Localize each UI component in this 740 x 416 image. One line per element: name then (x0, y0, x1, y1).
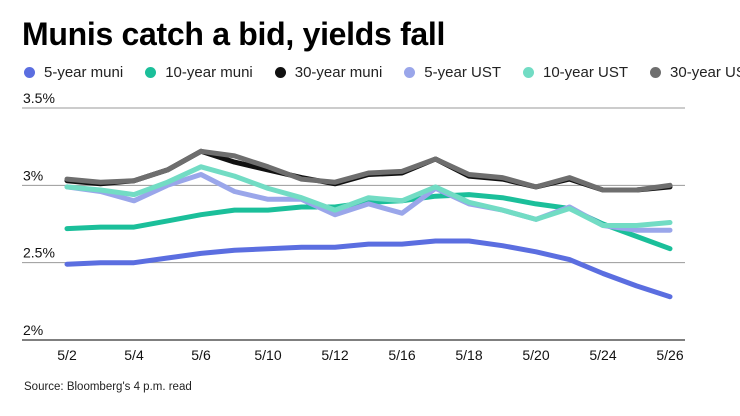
legend-label-10-year-ust: 10-year UST (542, 64, 629, 81)
x-tick-label-5-10: 5/10 (254, 347, 281, 363)
x-tick-label-5-2: 5/2 (57, 347, 77, 363)
chart-title: Munis catch a bid, yields fall (22, 16, 446, 52)
legend: 5-year muni 10-year muni 30-year muni 5-… (24, 64, 740, 81)
series-line-30-year-ust (64, 148, 673, 193)
x-tick-label-5-6: 5/6 (191, 347, 211, 363)
legend-item-10-year-muni: 10-year muni (145, 64, 253, 81)
series-line-10-year-ust (64, 164, 673, 228)
legend-item-5-year-ust: 5-year UST (404, 64, 501, 81)
legend-item-30-year-muni: 30-year muni (274, 64, 383, 81)
legend-label-5-year-muni: 5-year muni (44, 64, 124, 81)
legend-swatch-30-year-ust (650, 67, 662, 78)
source-note: Source: Bloomberg's 4 p.m. read (24, 381, 192, 393)
legend-swatch-30-year-muni (274, 67, 286, 78)
legend-label-5-year-ust: 5-year UST (424, 64, 501, 81)
legend-swatch-5-year-ust (404, 67, 416, 78)
legend-item-10-year-ust: 10-year UST (522, 64, 629, 81)
legend-label-30-year-muni: 30-year muni (294, 64, 383, 81)
legend-item-5-year-muni: 5-year muni (24, 64, 123, 81)
x-tick-label-5-12: 5/12 (321, 347, 348, 363)
legend-label-30-year-ust: 30-year UST (670, 64, 740, 81)
y-tick-label-3: 3% (23, 167, 43, 183)
y-tick-label-2-5: 2.5% (23, 245, 55, 261)
legend-swatch-10-year-muni (145, 67, 157, 78)
x-tick-label-5-18: 5/18 (455, 347, 482, 363)
series-line-5-year-muni (64, 238, 673, 300)
y-tick-label-3-5: 3.5% (23, 90, 55, 106)
x-tick-label-5-24: 5/24 (589, 347, 616, 363)
legend-swatch-5-year-muni (24, 67, 35, 78)
legend-item-30-year-ust: 30-year UST (650, 64, 740, 81)
x-tick-label-5-4: 5/4 (124, 347, 144, 363)
legend-swatch-10-year-ust (522, 67, 534, 78)
x-tick-label-5-20: 5/20 (522, 347, 549, 363)
y-tick-label-2: 2% (23, 322, 43, 338)
x-tick-label-5-26: 5/26 (656, 347, 683, 363)
x-tick-label-5-16: 5/16 (388, 347, 415, 363)
legend-label-10-year-muni: 10-year muni (165, 64, 253, 81)
